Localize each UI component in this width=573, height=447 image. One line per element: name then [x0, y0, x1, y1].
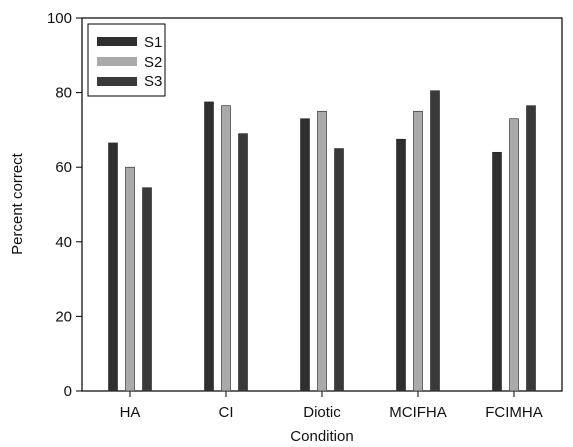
bars [108, 90, 536, 392]
y-tick-label: 60 [55, 159, 72, 176]
bar-s1-fcimha [492, 151, 502, 392]
x-tick-label: FCIMHA [485, 404, 543, 421]
bar-s3-fcimha [526, 105, 536, 392]
bar-s1-diotic [300, 118, 310, 392]
y-axis-ticks: 0 20 40 60 80 100 [47, 10, 82, 400]
bar-s3-ha [142, 187, 152, 392]
bar-s3-mcifha [430, 90, 440, 392]
x-tick-label: Diotic [303, 404, 341, 421]
bar-s2-fcimha [509, 118, 519, 392]
legend-label-s1: S1 [144, 34, 162, 51]
y-tick-label: 100 [47, 10, 72, 27]
bar-s2-diotic [317, 110, 327, 392]
x-tick-label: MCIFHA [389, 404, 447, 421]
x-tick-label: HA [120, 404, 141, 421]
bar-s2-ha [125, 166, 135, 392]
y-axis-label: Percent correct [9, 152, 26, 255]
y-tick-label: 0 [64, 383, 72, 400]
y-tick-label: 20 [55, 308, 72, 325]
legend-swatch-s2 [97, 57, 137, 66]
y-tick-label: 80 [55, 85, 72, 102]
bar-s1-ha [108, 142, 118, 392]
legend-swatch-s1 [97, 37, 137, 46]
legend-label-s2: S2 [144, 54, 162, 71]
y-tick-label: 40 [55, 234, 72, 251]
x-axis-ticks: HA CI Diotic MCIFHA FCIMHA [120, 391, 543, 421]
bar-s2-mcifha [413, 110, 423, 392]
bar-s3-ci [238, 133, 248, 392]
bar-s1-mcifha [396, 138, 406, 392]
bar-s2-ci [221, 105, 231, 392]
x-tick-label: CI [219, 404, 234, 421]
legend-label-s3: S3 [144, 73, 162, 90]
legend: S1 S2 S3 [87, 23, 166, 97]
bar-s3-diotic [334, 148, 344, 392]
x-axis-label: Condition [290, 428, 353, 445]
bar-s1-ci [204, 101, 214, 392]
legend-swatch-s3 [97, 77, 137, 86]
